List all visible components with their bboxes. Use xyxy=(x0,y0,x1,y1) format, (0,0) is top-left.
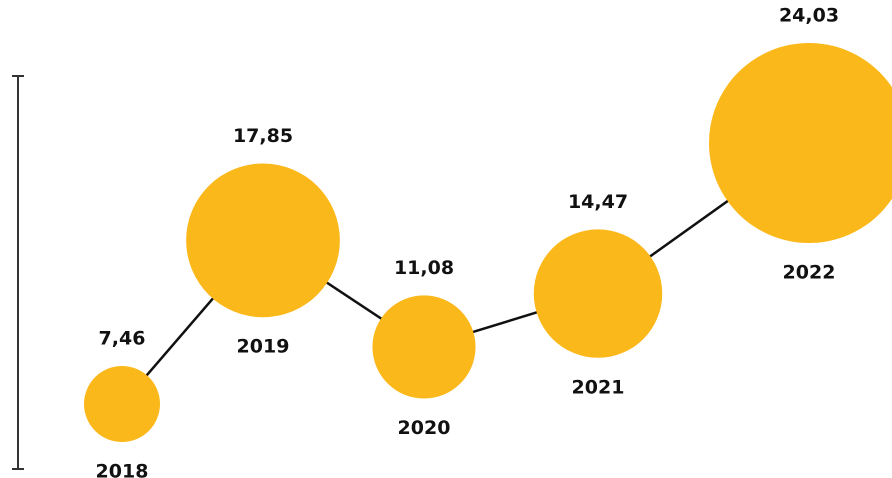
value-label-2022: 24,03 xyxy=(779,5,839,27)
value-label-2019: 17,85 xyxy=(233,125,293,147)
value-label-2020: 11,08 xyxy=(394,257,454,279)
year-label-2022: 2022 xyxy=(783,262,836,284)
bubble-2021 xyxy=(533,229,663,358)
year-label-2018: 2018 xyxy=(96,461,149,478)
bubble-2022 xyxy=(709,43,892,243)
value-label-2018: 7,46 xyxy=(99,328,146,350)
year-label-2020: 2020 xyxy=(398,417,451,439)
bubble-2018 xyxy=(84,366,160,442)
value-label-2021: 14,47 xyxy=(568,191,628,213)
bubble-2020 xyxy=(372,295,476,399)
year-label-2019: 2019 xyxy=(237,336,290,358)
bubble-2019 xyxy=(186,163,340,318)
year-label-2021: 2021 xyxy=(572,376,625,398)
